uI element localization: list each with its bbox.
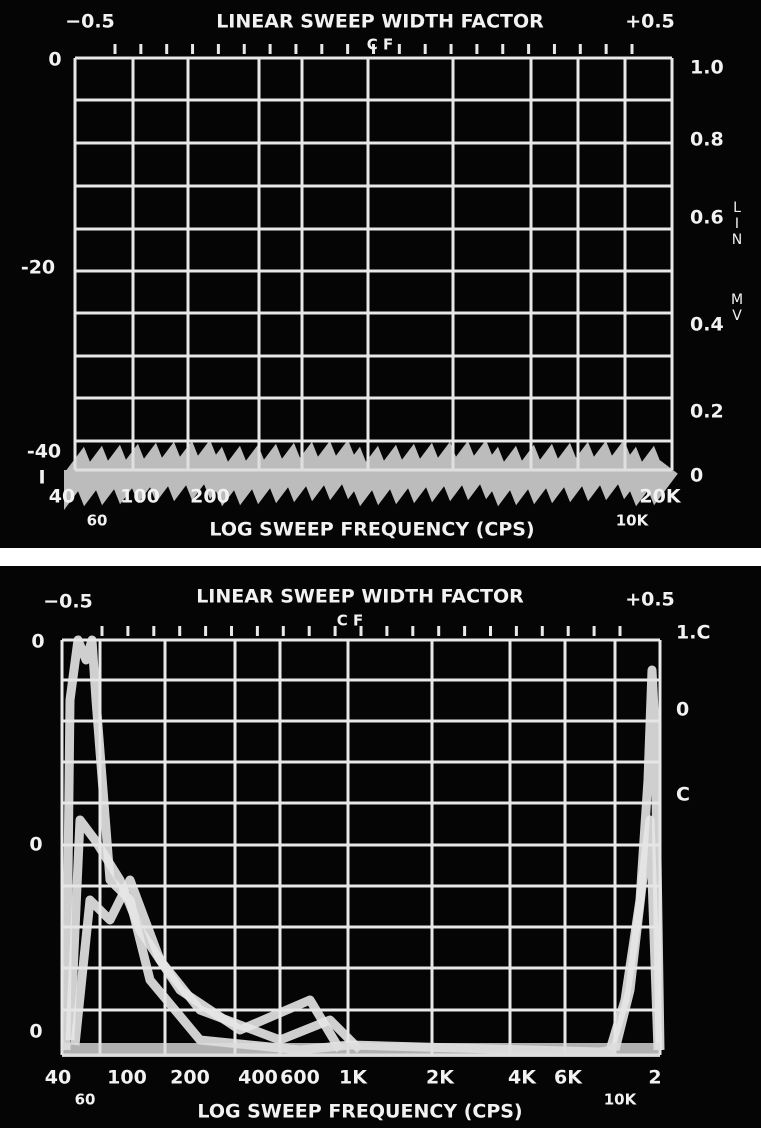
x-tick-label: 10K	[616, 512, 650, 530]
center-label: C F	[337, 612, 363, 630]
x-tick-label: 100	[107, 1067, 147, 1089]
x-tick-label: 20K	[639, 486, 681, 508]
top-title: LINEAR SWEEP WIDTH FACTOR	[216, 11, 544, 33]
screen-bottom	[0, 566, 761, 1128]
x-tick-label: 40	[49, 486, 75, 508]
left-tick-label: 0	[29, 834, 42, 856]
trace	[65, 815, 344, 1053]
top-right-label: +0.5	[625, 589, 675, 611]
grid	[73, 44, 674, 472]
right-tick-label: 0.4	[690, 314, 724, 336]
left-tick-label: 0	[48, 49, 61, 71]
left-tick-label: 0	[29, 1021, 42, 1043]
x-tick-label: 200	[190, 486, 230, 508]
side-label: MV	[729, 292, 745, 324]
center-label: C F	[367, 36, 393, 54]
x-tick-label: 60	[87, 512, 108, 530]
left-tick-label: -20	[21, 257, 55, 279]
x-tick-label: 10K	[604, 1091, 638, 1109]
x-tick-label: 6K	[554, 1067, 583, 1089]
right-tick-label: 0.2	[690, 401, 724, 423]
trace	[70, 875, 364, 1054]
left-tick-label: I	[38, 467, 45, 489]
x-axis-title: LOG SWEEP FREQUENCY (CPS)	[197, 1101, 522, 1123]
x-tick-label: 400	[238, 1067, 278, 1089]
right-tick-label: 1.C	[676, 622, 710, 644]
x-tick-label: 200	[170, 1067, 210, 1089]
top-title: LINEAR SWEEP WIDTH FACTOR	[196, 586, 524, 608]
x-tick-label: 60	[75, 1091, 96, 1109]
right-tick-label: 0	[690, 465, 703, 487]
x-tick-label: 2K	[426, 1067, 455, 1089]
x-tick-label: 2	[648, 1067, 661, 1089]
x-tick-label: 1K	[339, 1067, 368, 1089]
left-tick-label: -40	[27, 441, 61, 463]
left-tick-label: 0	[31, 631, 44, 653]
top-left-label: −0.5	[65, 11, 115, 33]
right-tick-label: 0.6	[690, 207, 724, 229]
x-tick-label: 40	[45, 1067, 71, 1089]
x-axis-title: LOG SWEEP FREQUENCY (CPS)	[209, 519, 534, 541]
top-left-label: −0.5	[43, 591, 93, 613]
x-tick-label: 600	[280, 1067, 320, 1089]
trace	[610, 815, 663, 1052]
top-right-label: +0.5	[625, 11, 675, 33]
right-tick-label: 0	[676, 699, 689, 721]
right-tick-label: C	[676, 784, 690, 806]
side-label: LIN	[729, 200, 745, 248]
trace	[64, 439, 678, 510]
x-tick-label: 4K	[508, 1067, 537, 1089]
right-tick-label: 1.0	[690, 57, 724, 79]
right-tick-label: 0.8	[690, 129, 724, 151]
x-tick-label: 100	[120, 486, 160, 508]
